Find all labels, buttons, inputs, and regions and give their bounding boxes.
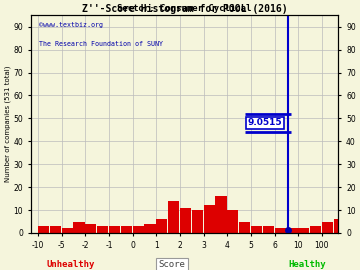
Bar <box>310 226 321 233</box>
Bar <box>203 205 215 233</box>
Y-axis label: Number of companies (531 total): Number of companies (531 total) <box>4 66 11 182</box>
Bar <box>50 226 61 233</box>
Bar <box>275 228 286 233</box>
Bar <box>144 224 156 233</box>
Bar <box>38 226 49 233</box>
Bar <box>287 228 297 233</box>
Bar <box>97 226 108 233</box>
Bar <box>322 221 333 233</box>
Bar <box>132 226 144 233</box>
Bar <box>334 219 345 233</box>
Bar <box>121 226 132 233</box>
Text: 9.0515: 9.0515 <box>248 119 282 127</box>
Bar <box>239 221 250 233</box>
Bar <box>168 201 179 233</box>
Text: Score: Score <box>158 260 185 269</box>
Bar <box>263 226 274 233</box>
Text: The Research Foundation of SUNY: The Research Foundation of SUNY <box>39 41 162 47</box>
Bar <box>357 217 360 233</box>
Bar <box>298 228 309 233</box>
Bar <box>62 228 73 233</box>
Title: Z''-Score Histogram for POOL (2016): Z''-Score Histogram for POOL (2016) <box>82 4 287 15</box>
Bar <box>215 196 226 233</box>
Bar <box>85 224 96 233</box>
Bar <box>180 208 191 233</box>
Bar <box>73 221 85 233</box>
Bar <box>346 217 357 233</box>
Bar <box>251 226 262 233</box>
Text: ©www.textbiz.org: ©www.textbiz.org <box>39 22 103 28</box>
Text: Unhealthy: Unhealthy <box>47 260 95 269</box>
Bar <box>156 219 167 233</box>
Bar <box>109 226 120 233</box>
Bar <box>192 210 203 233</box>
Text: Sector: Consumer Cyclical: Sector: Consumer Cyclical <box>117 4 252 13</box>
Bar <box>227 210 238 233</box>
Text: Healthy: Healthy <box>288 260 326 269</box>
